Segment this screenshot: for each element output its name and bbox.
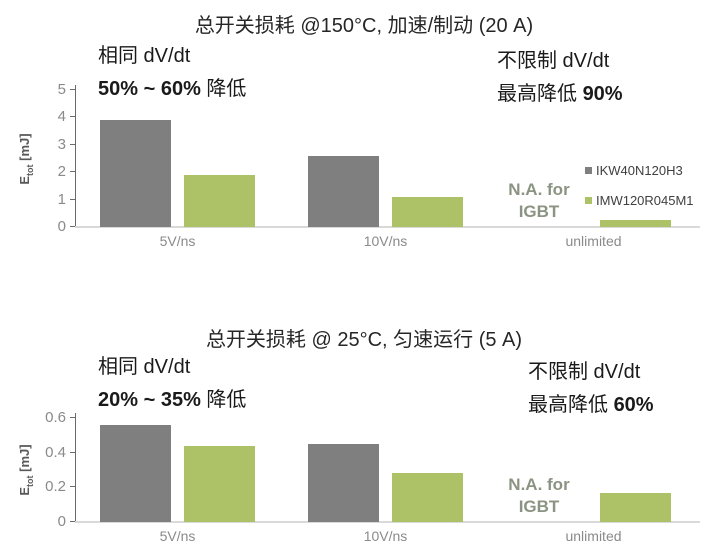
y-tick-mark xyxy=(70,171,75,173)
y-tick-mark xyxy=(70,89,75,90)
annotation-line: 最高降低 90% xyxy=(497,83,623,105)
bar-IMW120R045M1-5V/ns xyxy=(184,174,255,227)
legend-label: IKW40N120H3 xyxy=(596,163,683,178)
bar-group-10V/ns: 10V/ns xyxy=(308,90,463,249)
bar-group-unlimited: unlimited xyxy=(516,90,671,249)
annotation-unlimited-dvdt: 不限制 dV/dt 最高降低 90% xyxy=(497,45,623,111)
y-tick-label: 1 xyxy=(57,190,66,208)
bar-group-unlimited: unlimited xyxy=(516,418,671,544)
y-tick-mark xyxy=(70,198,75,200)
y-tick-label: 0 xyxy=(57,218,66,235)
annotation-line: 不限制 dV/dt xyxy=(497,50,610,72)
y-tick-label: 4 xyxy=(57,108,66,126)
x-axis-category-label: unlimited xyxy=(565,528,622,544)
annotation-line: 相同 dV/dt xyxy=(98,356,191,378)
legend-entry: IKW40N120H3 xyxy=(585,163,694,178)
na-for-igbt-label: N.A. for IGBT xyxy=(508,180,570,221)
y-axis-title: Etot [mJ] xyxy=(17,444,35,496)
y-tick-mark xyxy=(70,486,75,488)
bar-IKW40N120H3-5V/ns xyxy=(100,424,171,522)
y-tick-label: 0.2 xyxy=(45,478,66,496)
legend-label: IMW120R045M1 xyxy=(596,193,694,208)
annotation-line: 不限制 dV/dt xyxy=(528,361,641,383)
annotation-line: 50% ~ 60% 降低 xyxy=(98,78,247,100)
y-tick-mark xyxy=(70,451,75,453)
bar-IMW120R045M1-unlimited xyxy=(600,492,671,522)
y-tick-label: 5 xyxy=(57,81,66,98)
bar-IMW120R045M1-10V/ns xyxy=(392,196,463,227)
y-axis-line xyxy=(75,85,76,228)
na-for-igbt-label: N.A. for IGBT xyxy=(508,475,570,516)
y-tick-label: 0 xyxy=(57,513,66,530)
y-tick-mark xyxy=(70,521,75,522)
annotation-line: 相同 dV/dt xyxy=(98,45,191,67)
x-axis-category-label: 10V/ns xyxy=(363,233,408,249)
chart-title: 总开关损耗 @150°C, 加速/制动 (20 A) xyxy=(194,15,534,37)
legend-swatch-icon xyxy=(585,197,592,204)
y-tick-mark xyxy=(70,143,75,145)
x-axis-line xyxy=(75,226,700,228)
y-tick-mark xyxy=(70,417,75,418)
annotation-line: 最高降低 60% xyxy=(528,394,654,416)
bar-IMW120R045M1-5V/ns xyxy=(184,445,255,522)
chart-title: 总开关损耗 @ 25°C, 匀速运行 (5 A) xyxy=(205,329,523,351)
bar-group-5V/ns: 5V/ns xyxy=(100,90,255,249)
bar-IMW120R045M1-10V/ns xyxy=(392,473,463,522)
plot-area: Etot [mJ] N.A. for IGBT 0 0.2 0.4 0.6 5V/ns 1… xyxy=(17,409,700,544)
legend: IKW40N120H3 IMW120R045M1 xyxy=(585,163,694,223)
y-tick-mark xyxy=(70,226,75,227)
bar-group-10V/ns: 10V/ns xyxy=(308,418,463,544)
y-tick-label: 0.4 xyxy=(45,443,66,461)
bar-IKW40N120H3-10V/ns xyxy=(308,444,379,522)
plot-area: Etot [mJ] N.A. for IGBT 0 1 2 3 4 5 5V/ns 10V/n… xyxy=(17,81,700,249)
y-tick-label: 3 xyxy=(57,135,66,153)
annotation-unlimited-dvdt: 不限制 dV/dt 最高降低 60% xyxy=(528,356,654,422)
bar-IKW40N120H3-10V/ns xyxy=(308,155,379,227)
annotation-same-dvdt: 相同 dV/dt 20% ~ 35% 降低 xyxy=(98,351,246,417)
bar-group-5V/ns: 5V/ns xyxy=(100,418,255,544)
bar-IKW40N120H3-5V/ns xyxy=(100,120,171,227)
y-tick-label: 0.6 xyxy=(45,409,66,426)
x-axis-category-label: unlimited xyxy=(565,233,622,249)
legend-entry: IMW120R045M1 xyxy=(585,193,694,208)
legend-swatch-icon xyxy=(585,167,592,174)
y-tick-mark xyxy=(70,116,75,118)
y-tick-label: 2 xyxy=(57,163,66,181)
x-axis-category-label: 10V/ns xyxy=(363,528,408,544)
annotation-same-dvdt: 相同 dV/dt 50% ~ 60% 降低 xyxy=(98,40,246,106)
x-axis-category-label: 5V/ns xyxy=(159,233,196,249)
bar-IMW120R045M1-unlimited xyxy=(600,220,671,227)
x-axis-line xyxy=(75,521,700,523)
y-axis-line xyxy=(75,413,76,523)
x-axis-category-label: 5V/ns xyxy=(159,528,196,544)
annotation-line: 20% ~ 35% 降低 xyxy=(98,389,247,411)
